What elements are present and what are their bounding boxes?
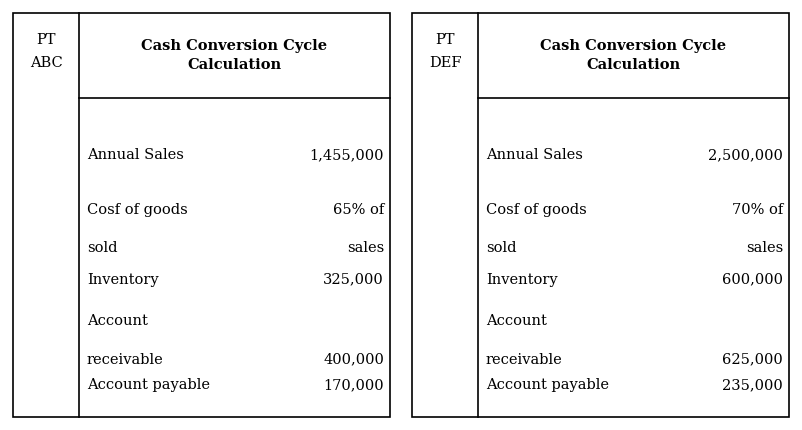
Text: receivable: receivable: [87, 353, 164, 366]
Text: Account payable: Account payable: [87, 378, 210, 392]
Text: Cosf of goods: Cosf of goods: [87, 203, 188, 217]
Text: 235,000: 235,000: [723, 378, 783, 392]
Text: Inventory: Inventory: [486, 273, 557, 287]
Bar: [412, 13, 789, 417]
Text: Inventory: Inventory: [87, 273, 159, 287]
Text: Annual Sales: Annual Sales: [87, 148, 184, 162]
Text: 625,000: 625,000: [723, 353, 783, 366]
Text: 2,500,000: 2,500,000: [708, 148, 783, 162]
Text: sales: sales: [346, 241, 384, 255]
Text: Cash Conversion Cycle
Calculation: Cash Conversion Cycle Calculation: [541, 39, 727, 72]
Text: Account: Account: [486, 314, 547, 328]
Bar: [13, 13, 390, 417]
Text: PT
ABC: PT ABC: [30, 33, 63, 70]
Text: 325,000: 325,000: [323, 273, 384, 287]
Text: sold: sold: [486, 241, 516, 255]
Text: Account payable: Account payable: [486, 378, 609, 392]
Text: 400,000: 400,000: [323, 353, 384, 366]
Text: 65% of: 65% of: [333, 203, 384, 217]
Text: Cash Conversion Cycle
Calculation: Cash Conversion Cycle Calculation: [141, 39, 327, 72]
Text: PT
DEF: PT DEF: [429, 33, 461, 70]
Text: 70% of: 70% of: [731, 203, 783, 217]
Text: 1,455,000: 1,455,000: [310, 148, 384, 162]
Text: sales: sales: [746, 241, 783, 255]
Text: sold: sold: [87, 241, 117, 255]
Text: receivable: receivable: [486, 353, 563, 366]
Text: Cosf of goods: Cosf of goods: [486, 203, 587, 217]
Text: Account: Account: [87, 314, 148, 328]
Text: 600,000: 600,000: [722, 273, 783, 287]
Text: 170,000: 170,000: [323, 378, 384, 392]
Text: Annual Sales: Annual Sales: [486, 148, 583, 162]
